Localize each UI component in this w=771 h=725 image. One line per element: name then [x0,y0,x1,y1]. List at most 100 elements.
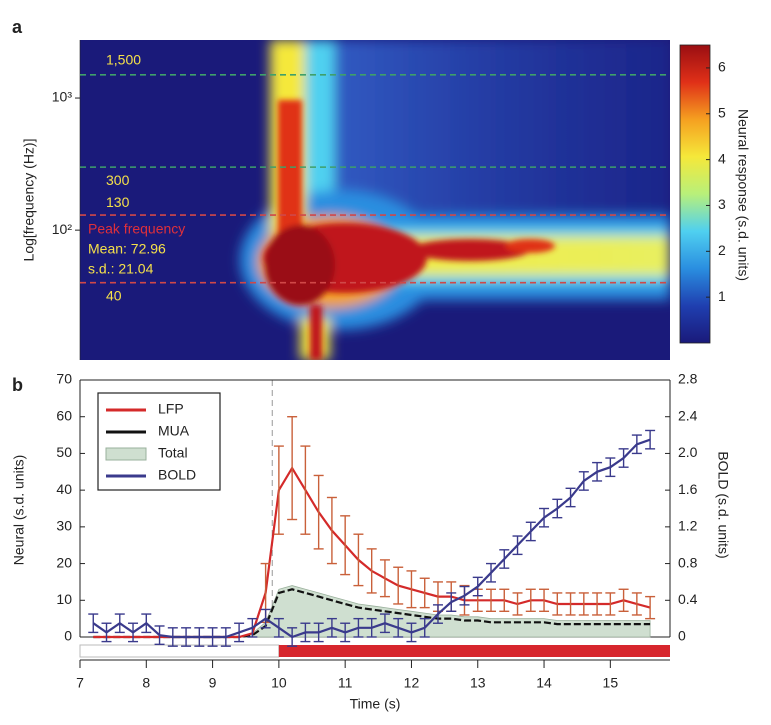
error-bar [539,507,550,528]
y2-tick-label: 0.4 [678,591,698,607]
error-bar [181,627,192,647]
legend-label: MUA [158,423,190,439]
error-bar [260,608,271,629]
error-bar [552,592,563,616]
error-bar [393,617,404,638]
x-tick-label: 7 [76,675,84,691]
panel-label: a [12,17,23,37]
error-bar [366,548,377,594]
error-bar [645,595,656,620]
error-bar [525,588,536,612]
error-bar [313,622,324,643]
error-bar [592,592,603,616]
error-bar [618,448,629,468]
error-bar [578,592,589,616]
error-bar [565,487,576,508]
x-tick-label: 8 [142,675,150,691]
error-bar [525,521,536,542]
colorbar-tick-label: 1 [718,288,726,304]
error-bar [432,604,443,624]
colorbar-label: Neural response (s.d. units) [735,109,751,281]
legend-label: Total [158,445,188,461]
x-tick-label: 11 [338,675,353,691]
spectrogram [80,40,670,360]
y-tick-label: 70 [56,371,72,387]
error-bar [141,613,152,634]
error-bar [379,613,390,634]
legend-label: BOLD [158,467,196,483]
stimulus-bar [278,645,670,657]
band-label: 300 [106,172,130,188]
band-label: 40 [106,287,122,303]
error-bar [273,617,284,638]
error-bar [154,625,165,646]
colorbar-tick-label: 4 [718,150,726,166]
y2-tick-label: 2.0 [678,444,698,460]
error-bar [605,457,616,478]
error-bar [101,622,112,643]
error-bar [605,592,616,616]
error-bar [419,617,430,638]
error-bar [631,434,642,455]
annotation: s.d.: 21.04 [88,261,154,277]
error-bar [300,445,311,535]
error-bar [486,588,497,612]
y-tick-label: 0 [64,628,72,644]
error-bar [114,613,125,634]
error-bar [300,622,311,643]
error-bar [565,592,576,616]
error-bar [645,429,656,450]
y-tick-label: 10² [52,221,73,237]
y-tick-label: 30 [56,518,72,534]
y-tick-label: 20 [56,554,72,570]
colorbar-tick-label: 5 [718,104,726,120]
error-bar [486,562,497,583]
error-bar [287,627,298,647]
y-tick-label: 10³ [52,89,73,105]
y-tick-label: 50 [56,444,72,460]
error-bar [353,533,364,587]
error-bar [446,592,457,612]
error-bar [539,588,550,612]
error-bar [552,498,563,519]
plot-area: 7 8 9 10 11 12 13 14 15 0 10 20 30 40 50 60 70 0 0.4 0.8 1.2… [56,371,697,691]
colorbar-tick-label: 3 [718,196,726,212]
y2-tick-label: 2.8 [678,371,698,387]
panel-label: b [12,375,23,395]
pre-stimulus [79,644,280,658]
error-bar [472,576,483,597]
y-axis-label: Neural (s.d. units) [11,455,27,565]
error-bar [340,515,351,576]
band-label: 1,500 [106,51,141,67]
error-bar [313,474,324,550]
y2-tick-label: 1.2 [678,518,698,534]
legend-swatch [105,447,147,461]
annotation: Mean: 72.96 [88,241,166,257]
colorbar [679,44,711,344]
error-bar [618,588,629,612]
x-tick-label: 14 [536,675,552,691]
error-bar [459,585,470,606]
error-bar [167,627,178,647]
y2-axis-label: BOLD (s.d. units) [715,451,731,558]
x-tick-label: 15 [603,675,619,691]
error-bar [406,570,417,609]
y2-tick-label: 0 [678,628,686,644]
x-tick-label: 12 [404,675,420,691]
error-bar [419,577,430,609]
error-bar [631,592,642,616]
error-bar [353,617,364,638]
error-bar [326,496,337,565]
error-bar [207,627,218,647]
error-bar [234,622,245,643]
error-bar [393,566,404,605]
error-bar [366,617,377,638]
y2-tick-label: 1.6 [678,481,698,497]
error-bar [247,617,258,638]
x-tick-label: 10 [271,675,287,691]
y-tick-label: 60 [56,407,72,423]
y-tick-label: 40 [56,481,72,497]
error-bar [499,549,510,569]
band-label: 130 [106,194,130,210]
